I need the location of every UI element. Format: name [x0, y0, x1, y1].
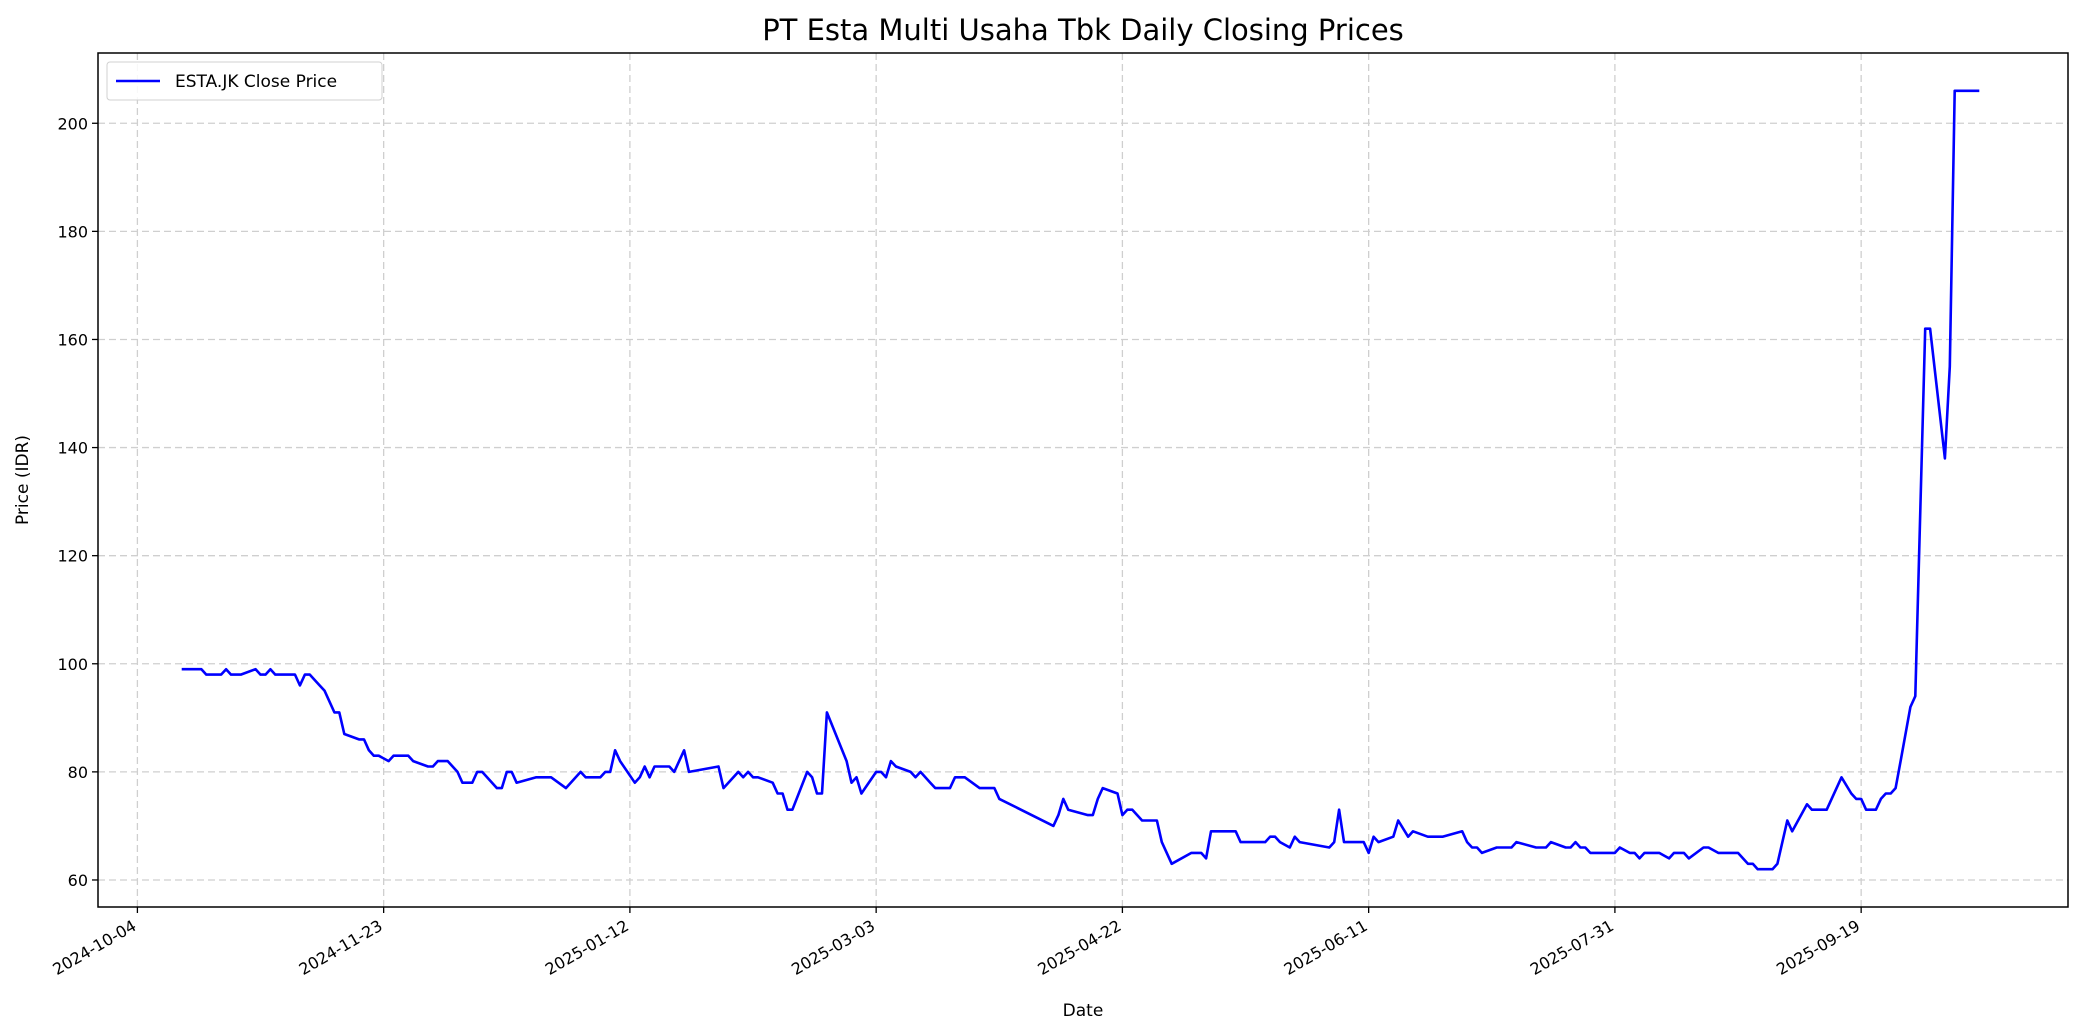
x-tick-label: 2025-07-31 — [1527, 916, 1617, 979]
y-axis-label: Price (IDR) — [13, 435, 33, 525]
series-layer — [181, 89, 1980, 871]
plot-frame — [97, 52, 2069, 908]
x-tick-label: 2025-04-22 — [1034, 916, 1124, 979]
x-axis: 2024-10-04 2024-11-23 2025-01-12 2025-03-03… — [49, 907, 1863, 979]
y-tick-label: 80 — [68, 763, 88, 782]
y-tick-label: 200 — [57, 114, 88, 133]
y-tick-label: 180 — [57, 222, 88, 241]
x-tick-label: 2025-01-12 — [542, 916, 632, 979]
y-tick-label: 100 — [57, 655, 88, 674]
x-tick-label: 2024-10-04 — [49, 916, 139, 979]
x-axis-label: Date — [1063, 1001, 1104, 1021]
legend-label: ESTA.JK Close Price — [175, 72, 337, 92]
legend: ESTA.JK Close Price — [106, 61, 383, 101]
x-tick-label: 2025-06-11 — [1281, 916, 1371, 979]
x-tick-label: 2024-11-23 — [296, 916, 386, 979]
y-tick-label: 160 — [57, 330, 88, 349]
x-tick-label: 2025-09-19 — [1773, 916, 1863, 979]
x-tick-label: 2025-03-03 — [788, 916, 878, 979]
series-line-esta-close — [181, 89, 1980, 871]
y-tick-label: 60 — [68, 871, 88, 890]
chart-title: PT Esta Multi Usaha Tbk Daily Closing Pr… — [762, 13, 1404, 47]
legend-box — [106, 61, 383, 101]
y-tick-label: 120 — [57, 547, 88, 566]
grid-lines — [98, 53, 2068, 907]
y-axis: 60 80 100 120 140 160 180 200 — [57, 114, 98, 890]
y-tick-label: 140 — [57, 439, 88, 458]
